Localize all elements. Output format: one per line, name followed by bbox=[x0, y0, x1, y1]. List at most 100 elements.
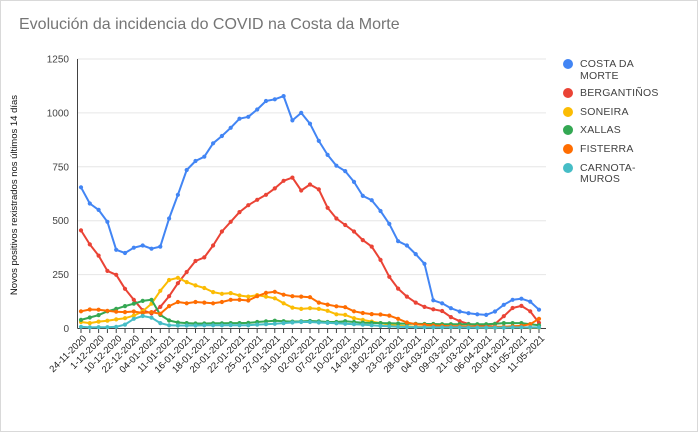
series-bergantinos-point bbox=[501, 314, 506, 319]
series-costa-da-morte-point bbox=[263, 98, 269, 104]
series-fisterra-point bbox=[193, 299, 198, 305]
series-bergantinos-point bbox=[519, 303, 524, 308]
series-soneira-point bbox=[272, 296, 277, 301]
series-fisterra-point bbox=[299, 294, 304, 299]
series-fisterra-point bbox=[536, 316, 542, 321]
y-tick-label: 750 bbox=[52, 162, 69, 173]
series-costa-da-morte-point bbox=[140, 243, 145, 248]
series-costa-da-morte-point bbox=[396, 239, 401, 244]
series-costa-da-morte-point bbox=[413, 252, 418, 257]
chart-title: Evolución da incidencia do COVID na Cost… bbox=[19, 16, 400, 33]
series-costa-da-morte-point bbox=[114, 247, 119, 252]
series-carnota-muros-point bbox=[413, 325, 418, 330]
series-carnota-muros-point bbox=[510, 325, 515, 330]
series-bergantinos-point bbox=[211, 243, 216, 248]
series-bergantinos-point bbox=[325, 205, 330, 210]
series-soneira-point bbox=[228, 291, 233, 296]
series-bergantinos-point bbox=[413, 300, 418, 305]
series-carnota-muros-point bbox=[343, 321, 348, 326]
series-soneira-point bbox=[114, 317, 119, 322]
series-soneira-point bbox=[211, 290, 216, 295]
series-carnota-muros-point bbox=[369, 323, 374, 328]
series-bergantinos-point bbox=[167, 294, 172, 299]
series-fisterra-point bbox=[263, 290, 269, 295]
series-carnota-muros-point bbox=[263, 322, 269, 327]
series-fisterra-point bbox=[149, 310, 154, 315]
series-bergantinos-point bbox=[228, 219, 233, 224]
series-soneira-point bbox=[246, 294, 251, 299]
series-carnota-muros-point bbox=[396, 324, 401, 329]
series-costa-da-morte-point bbox=[457, 309, 462, 314]
series-costa-da-morte-point bbox=[272, 97, 277, 102]
series-soneira-point bbox=[325, 308, 330, 313]
series-xallas-point bbox=[149, 297, 154, 302]
series-bergantinos-point bbox=[131, 297, 136, 302]
series-bergantinos-point bbox=[431, 307, 436, 312]
series-carnota-muros-point bbox=[404, 324, 409, 330]
series-costa-da-morte-point bbox=[211, 141, 216, 146]
series-bergantinos-point bbox=[299, 188, 304, 193]
series-bergantinos-point bbox=[422, 304, 427, 309]
series-costa-da-morte-point bbox=[343, 169, 348, 174]
series-fisterra-point bbox=[167, 304, 172, 309]
series-bergantinos-point bbox=[219, 229, 224, 234]
series-soneira-point bbox=[281, 301, 286, 306]
series-carnota-muros-point bbox=[149, 315, 154, 320]
series-bergantinos-point bbox=[272, 186, 277, 191]
series-carnota-muros-point bbox=[440, 325, 445, 330]
series-carnota-muros-point bbox=[299, 319, 304, 325]
series-xallas-point bbox=[387, 321, 392, 326]
series-carnota-muros-point bbox=[484, 325, 489, 330]
series-xallas-point bbox=[272, 318, 277, 323]
series-costa-da-morte-point bbox=[422, 261, 427, 266]
series-soneira-point bbox=[263, 294, 269, 299]
series-costa-da-morte-point bbox=[466, 311, 471, 316]
series-xallas-point bbox=[501, 321, 506, 326]
series-bergantinos-point bbox=[378, 257, 383, 262]
series-costa-da-morte-point bbox=[307, 121, 313, 126]
series-carnota-muros bbox=[78, 313, 542, 330]
series-carnota-muros-point bbox=[448, 325, 453, 330]
series-soneira-point bbox=[343, 312, 348, 317]
series-fisterra-point bbox=[325, 302, 330, 307]
series-soneira-point bbox=[334, 312, 339, 317]
series-costa-da-morte-point bbox=[78, 185, 84, 190]
series-bergantinos-point bbox=[334, 216, 339, 221]
series-fisterra-point bbox=[528, 322, 533, 327]
series-bergantinos-point bbox=[448, 315, 453, 320]
series-xallas-point bbox=[175, 320, 180, 325]
series-bergantinos-point bbox=[105, 268, 110, 273]
y-tick-label: 250 bbox=[52, 270, 69, 281]
series-bergantinos-point bbox=[87, 242, 92, 247]
series-costa-da-morte-point bbox=[404, 243, 409, 248]
series-bergantinos-point bbox=[404, 294, 409, 299]
series-soneira-point bbox=[105, 318, 110, 323]
series-costa-da-morte-point bbox=[219, 133, 224, 139]
series-fisterra-point bbox=[369, 312, 374, 317]
series-costa-da-morte-point bbox=[237, 116, 242, 121]
series-fisterra-point bbox=[114, 309, 119, 314]
series-bergantinos-point bbox=[351, 229, 357, 234]
series-carnota-muros-point bbox=[519, 325, 524, 330]
series-costa-da-morte-point bbox=[158, 244, 163, 249]
series-bergantinos-point bbox=[78, 228, 84, 233]
series-carnota-muros-point bbox=[528, 325, 533, 330]
series-soneira-point bbox=[122, 316, 128, 321]
series-carnota-muros-point bbox=[475, 325, 480, 330]
series-costa-da-morte-point bbox=[281, 94, 286, 99]
series-xallas-point bbox=[96, 313, 101, 318]
series-carnota-muros-point bbox=[307, 319, 313, 325]
series-carnota-muros-point bbox=[158, 321, 163, 326]
series-carnota-muros-point bbox=[105, 325, 110, 330]
series-fisterra-point bbox=[78, 309, 84, 314]
series-fisterra-point bbox=[255, 294, 260, 299]
series-bergantinos-point bbox=[175, 281, 180, 286]
series-carnota-muros-point bbox=[175, 323, 180, 328]
series-costa-da-morte-point bbox=[536, 307, 542, 312]
series-carnota-muros-point bbox=[237, 323, 242, 328]
series-carnota-muros-point bbox=[255, 322, 260, 327]
series-fisterra-point bbox=[343, 305, 348, 310]
series-fisterra-point bbox=[184, 301, 189, 306]
series-carnota-muros-point bbox=[211, 323, 216, 328]
